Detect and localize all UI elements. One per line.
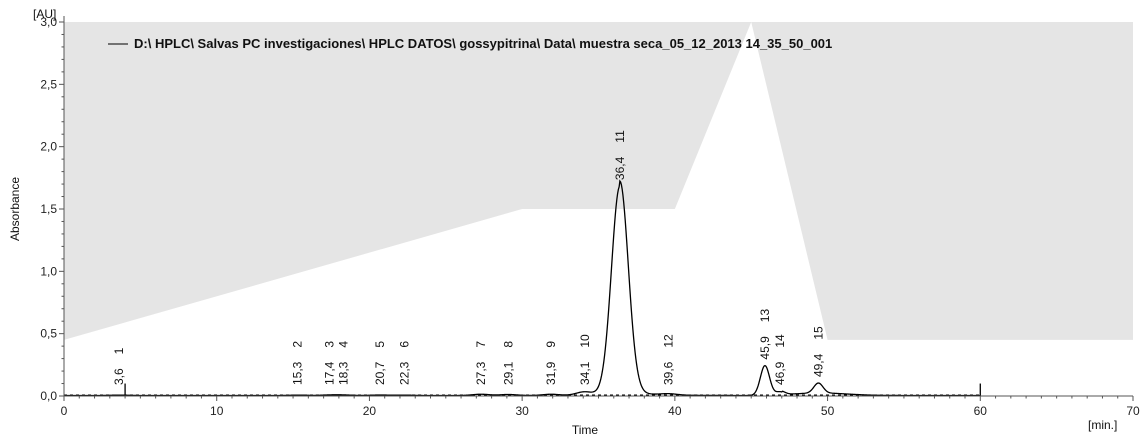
peak-number-label: 13 — [758, 309, 772, 323]
y-tick-label: 2,5 — [40, 77, 57, 91]
peak-time-label: 27,3 — [474, 361, 488, 385]
peak-number-label: 12 — [662, 334, 676, 348]
peak-number-label: 14 — [773, 334, 787, 348]
peak-number-label: 2 — [291, 341, 305, 348]
x-tick-label: 10 — [210, 404, 224, 418]
legend-label: D:\ HPLC\ Salvas PC investigaciones\ HPL… — [134, 36, 832, 51]
y-tick-label: 2,0 — [40, 140, 57, 154]
peak-number-label: 1 — [112, 347, 126, 354]
x-tick-label: 0 — [61, 404, 68, 418]
peak-time-label: 15,3 — [291, 361, 305, 385]
peak-time-label: 39,6 — [662, 361, 676, 385]
x-axis-unit: [min.] — [1088, 418, 1117, 432]
y-axis-unit: [AU] — [33, 7, 56, 21]
x-tick-label: 40 — [668, 404, 682, 418]
x-tick-label: 70 — [1126, 404, 1140, 418]
peak-number-label: 4 — [336, 341, 350, 348]
peak-time-label: 36,4 — [613, 156, 627, 180]
x-tick-label: 50 — [821, 404, 835, 418]
y-tick-label: 1,5 — [40, 202, 57, 216]
peak-time-label: 46,9 — [773, 361, 787, 385]
peak-number-label: 3 — [323, 341, 337, 348]
peak-number-label: 10 — [578, 334, 592, 348]
x-tick-label: 60 — [974, 404, 988, 418]
y-tick-label: 0,5 — [40, 327, 57, 341]
peak-number-label: 15 — [811, 326, 825, 340]
x-tick-label: 20 — [363, 404, 377, 418]
peak-time-label: 22,3 — [398, 361, 412, 385]
peak-time-label: 29,1 — [501, 361, 515, 385]
y-tick-label: 3,0 — [40, 15, 57, 29]
peak-time-label: 20,7 — [373, 361, 387, 385]
peak-number-label: 5 — [373, 341, 387, 348]
peak-time-label: 31,9 — [544, 361, 558, 385]
peak-time-label: 17,4 — [323, 361, 337, 385]
peak-time-label: 49,4 — [811, 353, 825, 377]
peak-time-label: 34,1 — [578, 361, 592, 385]
peak-number-label: 6 — [398, 341, 412, 348]
gradient-profile-area — [64, 22, 1133, 340]
y-axis-title: Absorbance — [8, 177, 22, 241]
peak-number-label: 7 — [474, 341, 488, 348]
peak-time-label: 18,3 — [336, 361, 350, 385]
y-tick-label: 1,0 — [40, 264, 57, 278]
x-axis-title: Time — [572, 423, 599, 436]
x-tick-label: 30 — [515, 404, 529, 418]
peak-time-label: 3,6 — [112, 368, 126, 385]
peak-time-label: 45,9 — [758, 336, 772, 360]
peak-number-label: 9 — [544, 341, 558, 348]
y-tick-label: 0,0 — [40, 389, 57, 403]
peak-number-label: 11 — [613, 130, 627, 143]
peak-number-label: 8 — [501, 341, 515, 348]
